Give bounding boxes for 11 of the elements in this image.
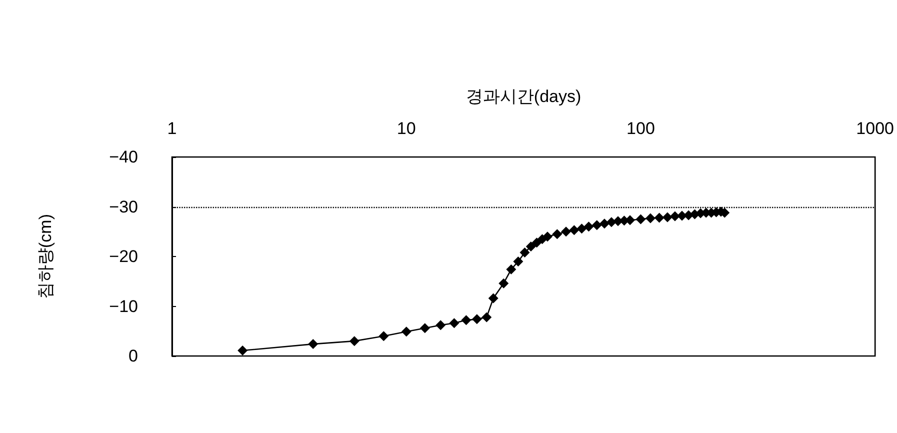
y-tick-label: −20 <box>109 247 138 266</box>
y-tick-label: −30 <box>109 197 138 216</box>
y-tick-label: −10 <box>109 296 138 316</box>
y-axis-title: 침하량(cm) <box>36 214 55 299</box>
x-axis-title: 경과시간(days) <box>466 87 582 106</box>
x-tick-label: 1 <box>167 119 177 138</box>
y-tick-label: −40 <box>109 148 138 166</box>
y-tick-label: 0 <box>128 346 138 366</box>
x-tick-label: 100 <box>626 119 655 138</box>
x-tick-label: 1000 <box>856 119 894 138</box>
x-tick-label: 10 <box>396 119 416 138</box>
